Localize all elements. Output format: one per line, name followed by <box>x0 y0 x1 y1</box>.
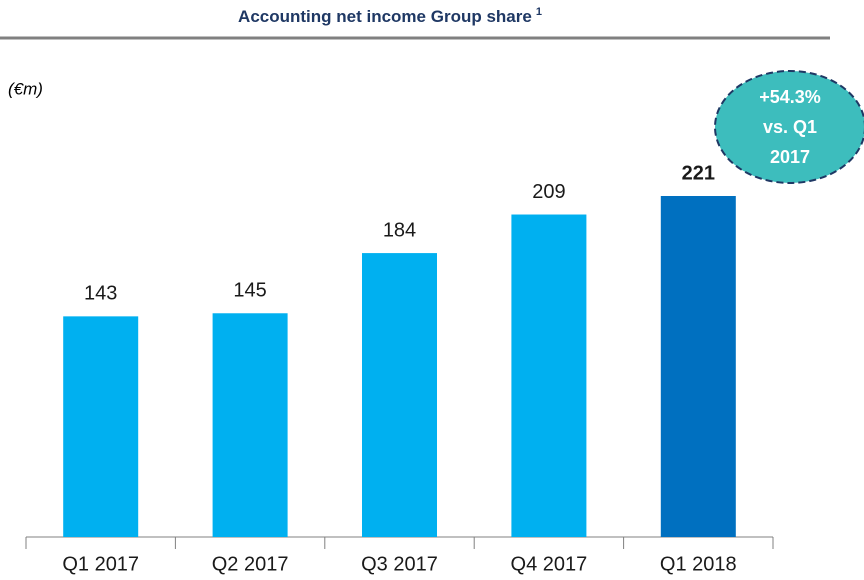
value-label: 184 <box>383 219 416 241</box>
annotation-text: +54.3% <box>759 87 821 107</box>
value-label: 143 <box>84 283 117 305</box>
value-label: 221 <box>682 162 715 184</box>
x-tick-label: Q1 2017 <box>62 553 139 575</box>
bar <box>362 253 437 537</box>
chart-title: Accounting net income Group share 1 <box>238 6 542 27</box>
x-tick-label: Q4 2017 <box>511 553 588 575</box>
title-text: Accounting net income Group share <box>238 7 532 26</box>
unit-label: (€m) <box>8 79 43 98</box>
bar <box>660 196 736 537</box>
x-tick-label: Q3 2017 <box>361 553 438 575</box>
x-tick-label: Q1 2018 <box>660 553 737 575</box>
bar <box>212 313 288 537</box>
annotation-text: vs. Q1 <box>763 117 817 137</box>
annotation-text: 2017 <box>770 147 810 167</box>
value-label: 209 <box>532 181 565 203</box>
value-label: 145 <box>233 280 266 302</box>
annotation-bubble <box>714 70 864 184</box>
bar <box>63 316 139 537</box>
x-tick-label: Q2 2017 <box>212 553 289 575</box>
bar <box>511 214 587 537</box>
title-note: 1 <box>536 6 542 18</box>
